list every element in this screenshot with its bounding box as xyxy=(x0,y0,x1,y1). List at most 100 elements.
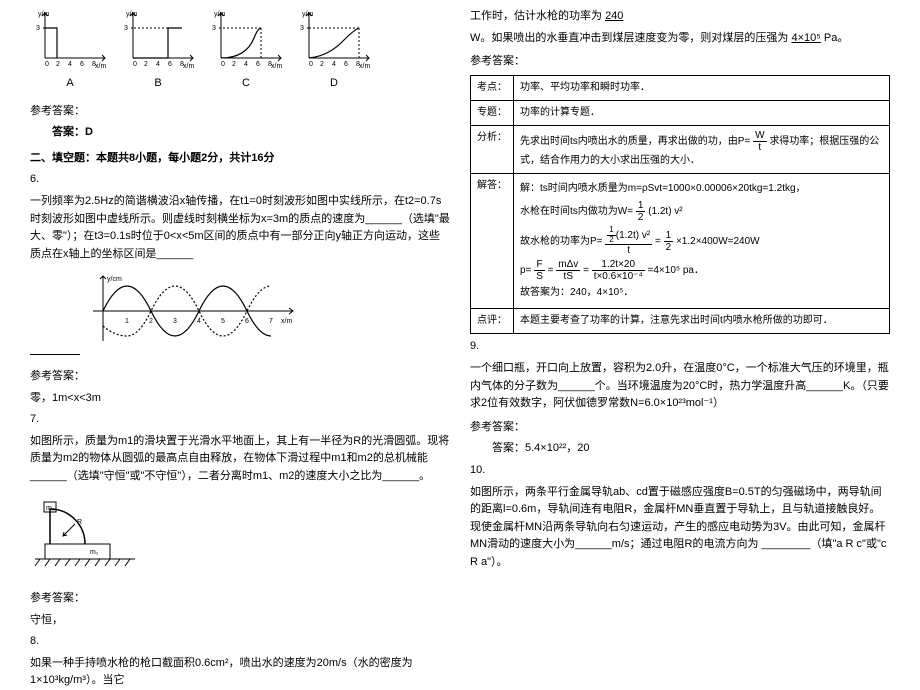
wave-ylabel: y/cm xyxy=(107,276,122,283)
dianping-lbl: 点评： xyxy=(471,309,514,334)
svg-text:3: 3 xyxy=(124,25,128,32)
svg-text:8: 8 xyxy=(92,61,96,68)
frac-mdv-ts: mΔvtS xyxy=(556,259,580,282)
svg-text:2: 2 xyxy=(232,61,236,68)
q8-text-b-line: 工作时，估计水枪的功率为 240 xyxy=(470,8,890,26)
graph-c: y/m x/m 3 0 2 4 6 8 xyxy=(206,8,286,73)
svg-text:8: 8 xyxy=(180,61,184,68)
frac-p: 12(1.2t) v² t xyxy=(605,226,652,257)
q8-blank2: 4×10⁵ xyxy=(791,32,820,44)
ref-answer-label-3: 参考答案： xyxy=(30,590,450,608)
svg-text:2: 2 xyxy=(56,61,60,68)
q7-answer: 守恒， xyxy=(30,612,450,630)
svg-text:6: 6 xyxy=(245,318,249,325)
graph-b: y/m x/m 3 0 2 4 6 8 xyxy=(118,8,198,73)
q6-answer: 零，1m<x<3m xyxy=(30,390,450,408)
svg-text:0: 0 xyxy=(45,61,49,68)
q8-text-a: 如果一种手持喷水枪的枪口截面积0.6cm²，喷出水的速度为20m/s（水的密度为… xyxy=(30,655,450,690)
svg-text:x/m: x/m xyxy=(359,63,370,70)
frac-F-S: FS xyxy=(534,259,545,282)
svg-text:2: 2 xyxy=(144,61,148,68)
q8-text-b: 工作时，估计水枪的功率为 xyxy=(470,10,602,22)
ref-answer-label-2: 参考答案： xyxy=(30,368,450,386)
svg-text:2: 2 xyxy=(149,318,153,325)
dianping: 本题主要考查了功率的计算，注意先求出时间t内喷水枪所做的功即可． xyxy=(514,309,890,334)
svg-text:6: 6 xyxy=(80,61,84,68)
q7-text: 如图所示，质量为m1的滑块置于光滑水平地面上，其上有一半径为R的光滑圆弧。现将质… xyxy=(30,433,450,486)
q7-number: 7. xyxy=(30,411,450,429)
svg-text:6: 6 xyxy=(344,61,348,68)
q8-text-c-line: W。如果喷出的水垂直冲击到煤层速度变为零，则对煤层的压强为 4×10⁵ Pa。 xyxy=(470,30,890,48)
q9-answer: 答案：5.4×10²²，20 xyxy=(470,440,890,458)
jieda-l1: 解：ts时间内喷水质量为m=ρSvt=1000×0.00006×20tkg=1.… xyxy=(520,181,883,197)
kaodian: 功率、平均功率和瞬时功率． xyxy=(514,75,890,100)
q8-blank1: 240 xyxy=(605,10,623,22)
graph-d-wrap: y/m x/m 3 0 2 4 6 8 xyxy=(294,8,374,93)
zhuanti: 功率的计算专题． xyxy=(514,100,890,125)
q9-ref: 参考答案： xyxy=(470,419,890,437)
R-label: R xyxy=(77,519,82,526)
svg-text:0: 0 xyxy=(309,61,313,68)
svg-text:5: 5 xyxy=(221,318,225,325)
svg-text:4: 4 xyxy=(156,61,160,68)
jieda-l3: 故水枪的功率为P= 12(1.2t) v² t = 12 ×1.2×400W=2… xyxy=(520,226,883,257)
fenxi-text-pre: 先求出时间ts内喷出水的质量，再求出做的功，由P= xyxy=(520,136,750,147)
graph-b-wrap: y/m x/m 3 0 2 4 6 8 xyxy=(118,8,198,93)
svg-text:3: 3 xyxy=(300,25,304,32)
kaodian-lbl: 考点： xyxy=(471,75,514,100)
svg-text:4: 4 xyxy=(332,61,336,68)
q9-number: 9. xyxy=(470,338,890,356)
m1-label: m₁ xyxy=(90,549,99,556)
fenxi-cell: 先求出时间ts内喷出水的质量，再求出做的功，由P= Wt 求得功率；根据压强的公… xyxy=(514,125,890,173)
svg-text:0: 0 xyxy=(133,61,137,68)
svg-text:8: 8 xyxy=(268,61,272,68)
jieda-cell: 解：ts时间内喷水质量为m=ρSvt=1000×0.00006×20tkg=1.… xyxy=(514,173,890,309)
q8-text-d: Pa。 xyxy=(824,32,848,44)
svg-text:0: 0 xyxy=(221,61,225,68)
svg-text:4: 4 xyxy=(244,61,248,68)
m2-label: m₂ xyxy=(46,505,55,512)
graph-b-letter: B xyxy=(118,75,198,93)
svg-text:3: 3 xyxy=(173,318,177,325)
frac-half-1: 12 xyxy=(636,200,646,223)
svg-text:8: 8 xyxy=(356,61,360,68)
svg-text:x/m: x/m xyxy=(271,63,282,70)
svg-text:4: 4 xyxy=(68,61,72,68)
graph-d-letter: D xyxy=(294,75,374,93)
arc-diagram: m₂ R m₁ xyxy=(30,494,140,574)
ytick: 3 xyxy=(36,25,40,32)
wave-diagram: y/cm x/m 1 2 3 4 5 6 7 xyxy=(83,271,303,351)
section-2-title: 二、填空题：本题共8小题，每小题2分，共计16分 xyxy=(30,150,450,168)
solution-table: 考点： 功率、平均功率和瞬时功率． 专题： 功率的计算专题． 分析： 先求出时间… xyxy=(470,75,890,335)
graph-a: y/m x/m 3 0 2 4 6 8 xyxy=(30,8,110,73)
jieda-l2: 水枪在时间ts内做功为W= 12 (1.2t) v² xyxy=(520,200,883,223)
svg-text:x/m: x/m xyxy=(183,63,194,70)
fenxi-lbl: 分析： xyxy=(471,125,514,173)
xlabel: x/m xyxy=(95,63,106,70)
wave-xlabel: x/m xyxy=(281,318,292,325)
svg-text:4: 4 xyxy=(197,318,201,325)
jieda-l4: p= FS = mΔvtS = 1.2t×20t×0.6×10⁻⁴ =4×10⁵… xyxy=(520,259,883,282)
frac-num: 1.2t×20t×0.6×10⁻⁴ xyxy=(592,259,645,282)
q10-text: 如图所示，两条平行金属导轨ab、cd置于磁感应强度B=0.5T的匀强磁场中，两导… xyxy=(470,484,890,572)
frac-half-2: 12 xyxy=(664,230,674,253)
ref-answer-label-1: 参考答案： xyxy=(30,103,450,121)
q6-number: 6. xyxy=(30,171,450,189)
ref-answer-label-4: 参考答案： xyxy=(470,53,890,71)
q9-text: 一个细口瓶，开口向上放置，容积为2.0升，在温度0°C，一个标准大气压的环境里，… xyxy=(470,360,890,413)
q6-blank xyxy=(30,345,80,355)
answer-d: 答案：D xyxy=(30,124,450,142)
graph-a-wrap: y/m x/m 3 0 2 4 6 8 xyxy=(30,8,110,93)
jieda-l5: 故答案为：240，4×10⁵． xyxy=(520,285,883,301)
graph-c-letter: C xyxy=(206,75,286,93)
svg-text:6: 6 xyxy=(168,61,172,68)
svg-text:7: 7 xyxy=(269,318,273,325)
frac-w-t: Wt xyxy=(753,130,766,153)
q8-text-c: W。如果喷出的水垂直冲击到煤层速度变为零，则对煤层的压强为 xyxy=(470,32,788,44)
svg-text:3: 3 xyxy=(212,25,216,32)
svg-text:1: 1 xyxy=(125,318,129,325)
option-graphs-row: y/m x/m 3 0 2 4 6 8 xyxy=(30,8,450,93)
q8-number: 8. xyxy=(30,633,450,651)
graph-a-letter: A xyxy=(30,75,110,93)
graph-d: y/m x/m 3 0 2 4 6 8 xyxy=(294,8,374,73)
